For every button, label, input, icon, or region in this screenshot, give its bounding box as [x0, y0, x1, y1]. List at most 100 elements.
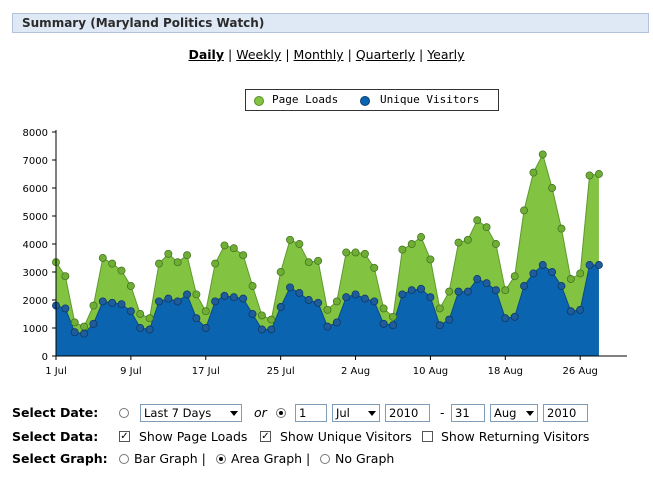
x-tick-label: 18 Aug — [488, 366, 523, 377]
x-tick-label: 17 Jul — [192, 366, 220, 377]
date-range-radio[interactable] — [276, 408, 286, 418]
last-days-select[interactable]: Last 7 Days — [140, 404, 242, 422]
page-loads-point — [192, 290, 201, 299]
unique-visitors-point — [463, 287, 472, 296]
page-loads-point — [89, 301, 98, 310]
from-day-input[interactable]: 1 — [295, 404, 327, 422]
page-loads-point — [304, 258, 313, 267]
unique-visitors-point — [229, 293, 238, 302]
page-loads-point — [594, 170, 603, 178]
period-daily[interactable]: Daily — [188, 47, 224, 62]
to-year-input[interactable]: 2010 — [543, 404, 588, 422]
page-loads-point — [351, 248, 360, 257]
page-loads-point — [360, 249, 369, 258]
x-tick-label: 2 Aug — [341, 366, 370, 377]
show-unique-visitors-label: Show Unique Visitors — [280, 429, 412, 444]
page-loads-point — [407, 240, 416, 248]
page-loads-point — [389, 312, 397, 321]
unique-visitors-point — [557, 282, 566, 290]
page-loads-point — [201, 307, 210, 316]
unique-visitors-point — [192, 314, 201, 323]
unique-visitors-area — [56, 265, 599, 356]
select-data-row: Select Data: ✓ Show Page Loads ✓ Show Un… — [12, 429, 652, 447]
y-tick-label: 2000 — [23, 296, 48, 307]
page-loads-point — [482, 223, 491, 232]
period-selector: Daily | Weekly | Monthly | Quarterly | Yearly — [0, 47, 653, 62]
page-loads-point — [248, 282, 257, 290]
to-month-select[interactable]: Aug — [490, 404, 538, 422]
page-loads-point — [98, 254, 107, 262]
page-loads-point — [417, 233, 426, 241]
x-tick-label: 25 Jul — [267, 366, 295, 377]
from-year-input[interactable]: 2010 — [385, 404, 430, 422]
page-loads-point — [379, 304, 388, 313]
unique-visitors-point — [529, 269, 538, 278]
bar-graph-radio[interactable] — [119, 454, 129, 464]
unique-visitors-point — [173, 297, 182, 306]
to-day-input[interactable]: 31 — [451, 404, 485, 422]
no-graph-radio[interactable] — [320, 454, 330, 464]
unique-visitors-point — [164, 294, 173, 303]
page-loads-point — [155, 259, 163, 268]
page-loads-point — [520, 206, 528, 215]
page-loads-point — [426, 255, 435, 264]
y-tick-label: 3000 — [23, 268, 48, 279]
chevron-down-icon — [230, 411, 238, 416]
unique-visitors-point — [342, 293, 351, 302]
page-loads-legend-icon — [254, 96, 264, 106]
show-returning-visitors-label: Show Returning Visitors — [441, 429, 590, 444]
unique-visitors-point — [108, 298, 117, 307]
page-loads-point — [492, 240, 500, 248]
unique-visitors-point — [389, 321, 397, 330]
unique-visitors-point — [89, 319, 98, 328]
unique-visitors-point — [510, 312, 519, 321]
unique-visitors-point — [585, 261, 594, 269]
page-loads-point — [286, 235, 294, 244]
unique-visitors-point — [370, 297, 379, 306]
separator: | — [347, 47, 352, 62]
unique-visitors-point — [379, 319, 388, 328]
chevron-down-icon — [368, 411, 376, 416]
unique-visitors-point — [426, 293, 435, 302]
unique-visitors-point — [145, 325, 154, 334]
unique-visitors-point — [351, 290, 360, 299]
page-loads-point — [323, 305, 332, 314]
period-yearly[interactable]: Yearly — [427, 47, 465, 62]
unique-visitors-point — [239, 294, 248, 303]
unique-visitors-point — [80, 329, 89, 338]
page-loads-point — [257, 311, 266, 320]
period-monthly[interactable]: Monthly — [293, 47, 344, 62]
from-month-select[interactable]: Jul — [332, 404, 380, 422]
last-days-radio[interactable] — [119, 408, 129, 418]
unique-visitors-point — [435, 321, 444, 330]
unique-visitors-point — [126, 307, 135, 316]
page-loads-point — [576, 269, 585, 278]
page-loads-point — [473, 216, 482, 225]
page-loads-point — [370, 263, 379, 272]
y-tick-label: 4000 — [23, 240, 48, 251]
page-loads-point — [276, 268, 285, 276]
unique-visitors-point — [473, 275, 482, 283]
returning-visitors-checkbox[interactable] — [422, 431, 433, 442]
page-loads-point — [585, 171, 594, 180]
period-weekly[interactable]: Weekly — [236, 47, 282, 62]
unique-visitors-point — [304, 296, 313, 304]
page-loads-point — [548, 184, 557, 192]
period-quarterly[interactable]: Quarterly — [355, 47, 415, 62]
page-loads-point — [445, 287, 454, 296]
chart-legend: Page Loads Unique Visitors — [245, 89, 499, 111]
area-graph-radio[interactable] — [216, 454, 226, 464]
separator: | — [227, 47, 233, 62]
page-loads-point — [463, 235, 472, 244]
unique-visitors-point — [220, 291, 229, 300]
unique-visitors-point — [492, 286, 500, 295]
page-loads-point — [435, 304, 444, 313]
y-tick-label: 1000 — [23, 324, 48, 335]
unique-visitors-point — [286, 283, 294, 292]
range-dash: - — [440, 405, 445, 420]
page-loads-checkbox[interactable]: ✓ — [119, 431, 130, 442]
unique-visitors-point — [267, 325, 276, 334]
page-loads-point — [164, 249, 173, 258]
page-loads-point — [173, 258, 182, 267]
unique-visitors-checkbox[interactable]: ✓ — [260, 431, 271, 442]
